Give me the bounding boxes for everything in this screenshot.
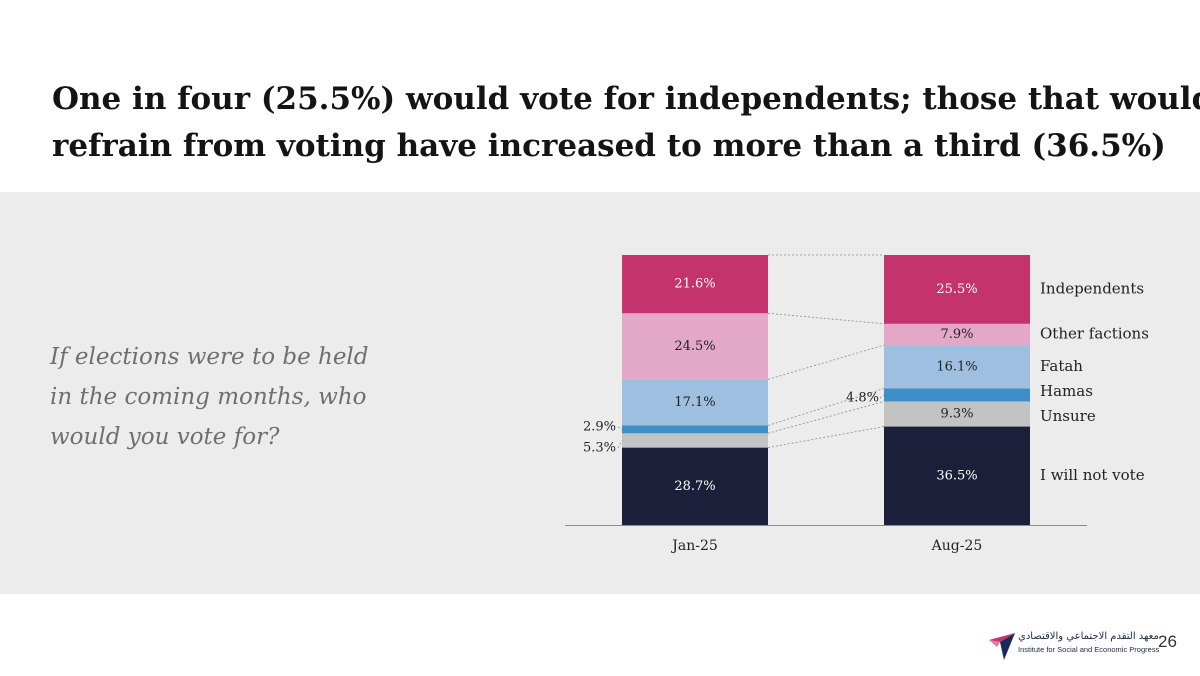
question-line-2: in the coming months, who bbox=[50, 384, 367, 410]
data-label-jan-25-fatah: 17.1% bbox=[674, 395, 715, 410]
data-label-aug-25-independents: 25.5% bbox=[936, 282, 977, 297]
data-label-jan-25-hamas-leader bbox=[617, 426, 623, 430]
data-label-jan-25-i-will-not-vote: 28.7% bbox=[674, 479, 715, 494]
data-label-aug-25-hamas-leader bbox=[879, 394, 885, 399]
bar-segment-aug-25-unsure bbox=[884, 401, 1030, 427]
legend-unsure: Unsure bbox=[1040, 407, 1096, 425]
bar-segment-jan-25-hamas bbox=[622, 425, 768, 434]
bar-segment-jan-25-i-will-not-vote bbox=[622, 447, 768, 525]
institute-logo: معهد التقدم الاجتماعي والاقتصادي Institu… bbox=[988, 630, 1159, 662]
legend-independents: Independents bbox=[1040, 279, 1144, 297]
x-tick-label-jan-25: Jan-25 bbox=[670, 538, 718, 554]
connector-fatah bbox=[767, 344, 885, 380]
data-label-aug-25-hamas: 4.8% bbox=[846, 391, 879, 406]
data-label-jan-25-unsure-leader bbox=[617, 440, 623, 449]
bar-segment-aug-25-other-factions bbox=[884, 323, 1030, 346]
logo-english-text: Institute for Social and Economic Progre… bbox=[1018, 645, 1160, 654]
logo-arrow-icon bbox=[989, 633, 1015, 660]
title-line-2: refrain from voting have increased to mo… bbox=[52, 128, 1166, 164]
connector-i-will-not-vote bbox=[767, 426, 885, 448]
x-tick-label-aug-25: Aug-25 bbox=[931, 538, 983, 554]
legend-i-will-not-vote: I will not vote bbox=[1040, 466, 1145, 484]
data-label-aug-25-i-will-not-vote: 36.5% bbox=[936, 468, 977, 483]
bar-segment-aug-25-i-will-not-vote bbox=[884, 426, 1030, 525]
survey-question: If elections were to be held in the comi… bbox=[50, 337, 410, 457]
slide-title: One in four (25.5%) would vote for indep… bbox=[52, 76, 1200, 170]
bar-segment-aug-25-hamas bbox=[884, 388, 1030, 402]
bar-segment-aug-25-independents bbox=[884, 255, 1030, 324]
connector-other-factions bbox=[767, 312, 885, 325]
data-label-jan-25-unsure: 5.3% bbox=[583, 441, 616, 456]
connector-hamas bbox=[767, 388, 885, 426]
data-label-aug-25-unsure: 9.3% bbox=[940, 407, 973, 422]
data-label-jan-25-independents: 21.6% bbox=[674, 277, 715, 292]
legend-other-factions: Other factions bbox=[1040, 324, 1149, 342]
bar-segment-aug-25-fatah bbox=[884, 345, 1030, 389]
bar-segment-jan-25-independents bbox=[622, 255, 768, 314]
connector-lines bbox=[767, 254, 885, 448]
connector-unsure bbox=[767, 401, 885, 434]
data-label-jan-25-hamas: 2.9% bbox=[583, 420, 616, 435]
bar-segment-jan-25-other-factions bbox=[622, 313, 768, 380]
page-number: 26 bbox=[1158, 632, 1177, 651]
title-line-1: One in four (25.5%) would vote for indep… bbox=[52, 81, 1200, 117]
logo-arabic-text: معهد التقدم الاجتماعي والاقتصادي bbox=[1018, 631, 1159, 642]
legend-hamas: Hamas bbox=[1040, 382, 1093, 400]
question-line-1: If elections were to be held bbox=[50, 344, 369, 370]
bar-segment-jan-25-fatah bbox=[622, 379, 768, 426]
data-label-aug-25-fatah: 16.1% bbox=[936, 359, 977, 374]
data-label-jan-25-other-factions: 24.5% bbox=[674, 339, 715, 354]
legend-fatah: Fatah bbox=[1040, 357, 1083, 375]
data-label-aug-25-other-factions: 7.9% bbox=[940, 327, 973, 342]
question-line-3: would you vote for? bbox=[50, 424, 280, 450]
bar-segment-jan-25-unsure bbox=[622, 433, 768, 448]
